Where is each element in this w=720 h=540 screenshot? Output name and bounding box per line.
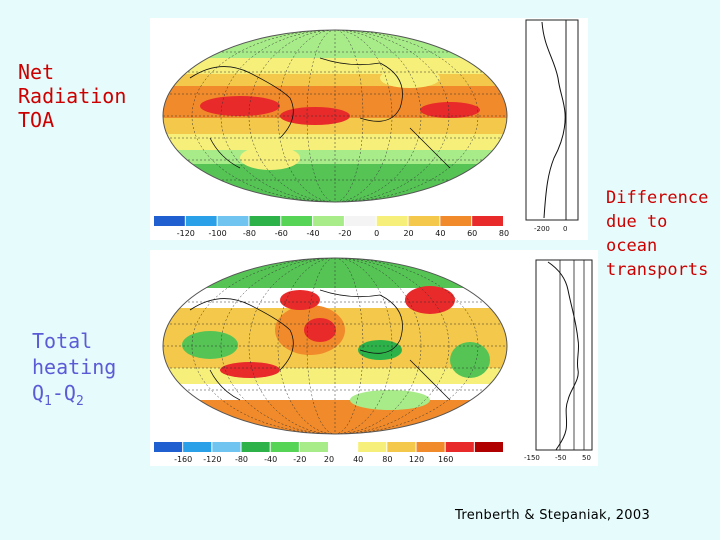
difference-line-2: due to (606, 212, 668, 232)
difference-line-4: transports (606, 260, 709, 280)
difference-label: Difference due to ocean transports (606, 186, 708, 282)
top-colorbar-swatch-7 (376, 216, 408, 226)
top-profile-tick-1: 0 (563, 225, 567, 233)
difference-line-3: ocean (606, 236, 658, 256)
bottom-colorbar-tick-1: -120 (203, 455, 221, 464)
net-radiation-profile-line (541, 21, 566, 219)
net-radiation-line-3: TOA (18, 108, 55, 132)
total-heating-profile-line (547, 261, 580, 451)
top-colorbar-swatch-8 (408, 216, 440, 226)
bottom-colorbar-tick-8: 120 (409, 455, 424, 464)
bottom-colorbar-tick-4: -20 (293, 455, 306, 464)
top-colorbar-swatch-3 (249, 216, 281, 226)
q1-minus-q2: Q1-Q2 (32, 381, 84, 409)
top-colorbar-swatch-4 (281, 216, 313, 226)
bottom-colorbar-swatch-1 (183, 442, 212, 452)
bottom-profile-tick-2: 50 (582, 454, 591, 462)
total-heating-line-1: Total (32, 329, 93, 353)
top-colorbar-swatch-1 (185, 216, 217, 226)
top-colorbar-tick-7: 20 (403, 229, 413, 238)
top-colorbar-tick-5: -20 (338, 229, 351, 238)
top-colorbar-tick-8: 40 (435, 229, 445, 238)
bottom-colorbar-swatch-4 (270, 442, 299, 452)
top-colorbar-swatch-9 (440, 216, 472, 226)
bottom-colorbar-swatch-6 (329, 442, 358, 452)
bottom-colorbar-swatch-2 (212, 442, 241, 452)
total-heating-line-2: heating (32, 355, 117, 379)
bottom-colorbar-swatch-7 (358, 442, 387, 452)
difference-line-1: Difference (606, 188, 709, 208)
net-radiation-zonal-profile: -200 0 (520, 18, 588, 240)
bottom-colorbar-swatch-0 (154, 442, 183, 452)
bottom-colorbar-swatch-9 (416, 442, 445, 452)
bottom-colorbar-tick-2: -80 (235, 455, 248, 464)
bottom-colorbar-tick-9: 160 (438, 455, 453, 464)
top-colorbar-swatch-5 (313, 216, 344, 226)
top-colorbar-swatch-6 (344, 216, 376, 226)
top-colorbar-swatch-2 (217, 216, 249, 226)
net-radiation-line-1: Net (18, 60, 55, 84)
bottom-colorbar-swatch-3 (241, 442, 270, 452)
net-radiation-label: Net Radiation TOA (18, 60, 126, 132)
net-radiation-line-2: Radiation (18, 84, 127, 108)
total-heating-zonal-profile: -150 -50 50 (520, 250, 598, 466)
bottom-colorbar-swatch-11 (474, 442, 503, 452)
total-heating-map-panel: -160 -120 -80 -40 -20 20 40 80 120 160 (150, 250, 520, 466)
bottom-colorbar-swatch-5 (299, 442, 328, 452)
net-radiation-map-panel: -120 -100 -80 -60 -40 -20 0 20 40 60 80 (150, 18, 520, 240)
top-colorbar-swatch-0 (154, 216, 185, 226)
total-heating-map: -160 -120 -80 -40 -20 20 40 80 120 160 (154, 257, 508, 464)
bottom-colorbar-tick-5: 20 (324, 455, 334, 464)
net-radiation-map: -120 -100 -80 -60 -40 -20 0 20 40 60 80 (154, 29, 509, 238)
top-colorbar-tick-10: 80 (499, 229, 509, 238)
bottom-colorbar-swatch-8 (387, 442, 416, 452)
bottom-colorbar-tick-3: -40 (264, 455, 277, 464)
top-colorbar-tick-6: 0 (374, 229, 379, 238)
top-colorbar-tick-0: -120 (177, 229, 195, 238)
bottom-profile-tick-0: -150 (524, 454, 540, 462)
top-colorbar-tick-9: 60 (467, 229, 477, 238)
top-colorbar-tick-2: -80 (243, 229, 256, 238)
top-colorbar-swatch-10 (472, 216, 503, 226)
total-heating-label: Total heating Q1-Q2 (32, 328, 116, 415)
bottom-colorbar-swatch-10 (445, 442, 474, 452)
bottom-colorbar-tick-7: 80 (382, 455, 392, 464)
top-colorbar-tick-3: -60 (275, 229, 288, 238)
credit-text: Trenberth & Stepaniak, 2003 (455, 508, 651, 523)
top-colorbar-tick-4: -40 (307, 229, 320, 238)
bottom-colorbar-tick-6: 40 (353, 455, 363, 464)
bottom-profile-tick-1: -50 (555, 454, 566, 462)
bottom-colorbar-tick-0: -160 (174, 455, 192, 464)
top-profile-tick-0: -200 (534, 225, 550, 233)
top-colorbar-tick-1: -100 (209, 229, 227, 238)
